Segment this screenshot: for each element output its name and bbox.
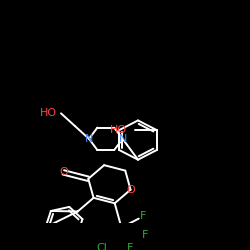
- Text: HO: HO: [110, 125, 127, 135]
- Text: N: N: [118, 134, 127, 144]
- Text: F: F: [127, 244, 133, 250]
- Text: F: F: [142, 230, 148, 240]
- Text: O: O: [59, 167, 68, 177]
- Text: O: O: [126, 185, 135, 195]
- Text: F: F: [140, 211, 146, 221]
- Text: N: N: [85, 134, 93, 144]
- Text: Cl: Cl: [96, 243, 107, 250]
- Text: HO: HO: [40, 108, 57, 118]
